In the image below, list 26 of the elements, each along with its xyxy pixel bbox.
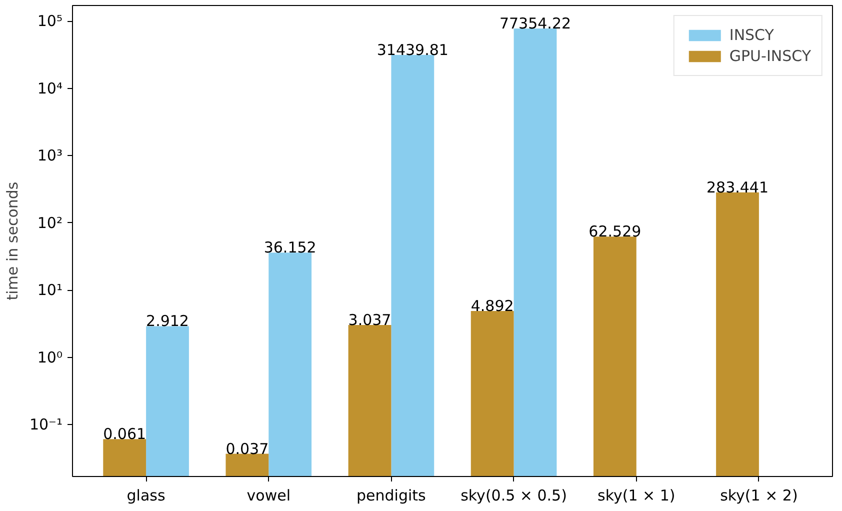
data-label: 283.441 (706, 178, 769, 196)
data-label: 31439.81 (376, 40, 448, 59)
y-axis-title: time in seconds (3, 182, 22, 300)
data-label: 3.037 (348, 310, 392, 329)
data-label: 4.892 (470, 297, 514, 316)
x-tick-label: sky(1 × 1) (598, 486, 676, 504)
y-tick-label: 10³ (37, 146, 63, 165)
data-label: 2.912 (146, 312, 189, 330)
data-label: 0.037 (226, 440, 269, 458)
y-tick-label: 10⁻¹ (29, 416, 63, 434)
x-tick-label: vowel (246, 486, 290, 504)
x-tick-label: sky(1 × 2) (720, 486, 798, 504)
legend-label: INSCY (729, 26, 774, 44)
y-tick-label: 10⁰ (37, 348, 63, 366)
data-label: 62.529 (588, 222, 642, 241)
data-label: 0.061 (103, 425, 146, 444)
y-tick-label: 10⁴ (37, 79, 63, 98)
x-tick-label: pendigits (356, 486, 426, 504)
x-tick-label: glass (126, 486, 166, 504)
y-tick-label: 10¹ (37, 281, 63, 300)
x-tick-label: sky(0.5 × 0.5) (460, 486, 567, 504)
data-label: 36.152 (264, 238, 316, 257)
y-tick-label: 10⁵ (37, 12, 63, 30)
y-tick-label: 10² (37, 214, 63, 232)
data-label: 77354.22 (499, 14, 572, 33)
legend-label: GPU-INSCY (729, 47, 811, 65)
